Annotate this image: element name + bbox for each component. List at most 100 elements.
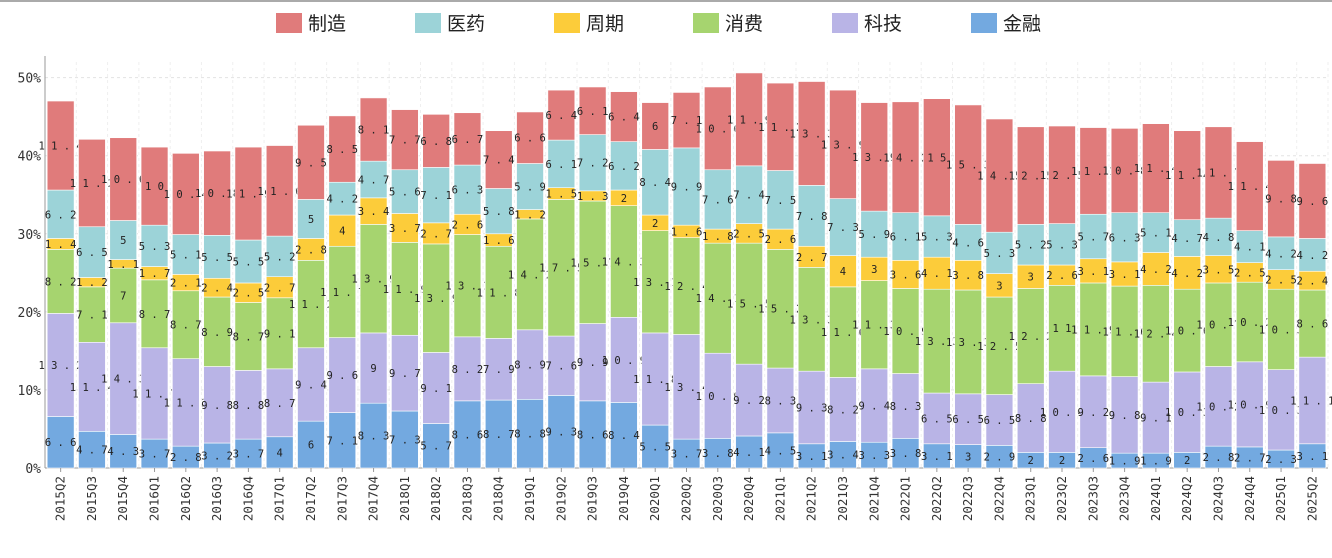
bar-segment (359, 197, 388, 225)
y-tick-label: 50% (18, 72, 42, 87)
data-label: 1 1 . 3 (852, 320, 896, 332)
data-label: 3 (1028, 272, 1034, 284)
bar-segment (923, 215, 951, 258)
data-label: 2 . 5 (1265, 274, 1297, 286)
bar-segment (516, 218, 544, 331)
data-label: 1 0 . 4 (164, 189, 208, 201)
data-label: 3 . 1 (1109, 269, 1141, 281)
bar-segment (1204, 126, 1233, 219)
data-label: 5 . 9 (514, 182, 546, 194)
data-label: 4 . 2 (1140, 264, 1172, 276)
bar-segment (1173, 256, 1201, 290)
data-label: 9 . 1 (1140, 413, 1172, 425)
y-tick-label: 30% (18, 228, 42, 243)
data-label: 3 . 2 (201, 451, 233, 463)
bar-segment (641, 102, 669, 150)
bar-segment (1267, 160, 1295, 238)
data-label: 1 3 . 9 (821, 139, 865, 151)
bar-segment (1079, 282, 1108, 377)
bar-segment (1142, 123, 1170, 213)
data-label: 7 . 4 (483, 155, 515, 167)
x-tick-label: 2017Q1 (272, 476, 287, 521)
bar-segment (578, 323, 607, 402)
data-label: 6 . 1 (890, 232, 922, 244)
data-label: 1 1 . 1 (1071, 166, 1115, 178)
data-label: 1 5 . 7 (570, 257, 614, 269)
x-tick-label: 2021Q2 (804, 476, 819, 521)
data-label: 1 5 (927, 152, 946, 164)
data-label: 2 (1028, 455, 1034, 467)
x-tick-label: 2022Q4 (991, 476, 1006, 521)
data-label: 6 . 5 (921, 413, 953, 425)
data-label: 4 . 1 (1234, 242, 1266, 254)
bar-segment (1110, 212, 1139, 263)
data-label: 4 . 2 (1297, 250, 1329, 262)
data-label: 6 . 8 (420, 136, 452, 148)
bar-segment (297, 260, 325, 349)
data-label: 1 0 . 2 (1196, 401, 1240, 413)
data-label: 4 . 8 (1203, 232, 1235, 244)
bar-segment (1173, 288, 1201, 373)
bar-segment (1298, 238, 1327, 272)
bar-segment (985, 296, 1014, 395)
data-label: 1 . 5 (546, 189, 578, 201)
bar-segment (359, 97, 388, 162)
data-label: 3 (871, 264, 877, 276)
data-label: 1 3 . 9 (414, 293, 458, 305)
data-label: 8 . 3 (358, 431, 390, 443)
bar-segment (1048, 370, 1076, 453)
data-label: 4 . 7 (1171, 233, 1203, 245)
data-label: 6 . 5 (76, 247, 108, 259)
data-label: 9 . 3 (546, 427, 578, 439)
bar-segment (923, 98, 951, 217)
data-label: 8 . 6 (452, 429, 484, 441)
x-tick-label: 2019Q1 (522, 476, 537, 521)
data-label: 1 1 . 9 (1071, 324, 1115, 336)
bar-segment (1079, 375, 1108, 449)
y-tick-label: 10% (18, 384, 42, 399)
data-label: 2 . 4 (201, 283, 233, 295)
data-label: 1 . 7 (139, 268, 171, 280)
bar-segment (1079, 127, 1108, 215)
data-label: 3 (996, 280, 1002, 292)
x-tick-label: 2015Q4 (115, 476, 130, 521)
x-tick-label: 2024Q1 (1148, 476, 1163, 521)
data-label: 4 . 7 (358, 175, 390, 187)
data-label: 5 . 7 (420, 441, 452, 453)
data-label: 8 . 7 (483, 429, 515, 441)
data-label: 1 0 . 8 (195, 188, 239, 200)
data-label: 2 . 7 (1234, 452, 1266, 464)
bar-segment (453, 400, 482, 469)
bar-segment (516, 329, 544, 400)
bar-segment (1048, 223, 1076, 266)
bar-segment (547, 395, 576, 469)
bar-segment (453, 164, 482, 215)
bar-segment (140, 146, 169, 226)
data-label: 1 . 4 (45, 239, 77, 251)
data-label: 1 . 9 (1109, 456, 1141, 468)
data-label: 5 . 3 (139, 241, 171, 253)
x-tick-label: 2022Q3 (960, 476, 975, 521)
bar-segment (234, 302, 263, 371)
data-label: 2 . 5 (233, 288, 265, 300)
data-label: 3 . 8 (702, 448, 734, 460)
bar-segment (704, 86, 732, 171)
data-label: 9 . 7 (389, 368, 421, 380)
x-tick-label: 2020Q2 (679, 476, 694, 521)
data-label: 1 0 . 6 (1165, 326, 1209, 338)
bar-segment (829, 377, 857, 442)
bar-segment (829, 89, 857, 199)
data-label: 5 . 3 (1046, 239, 1078, 251)
bar-segment (1298, 289, 1327, 358)
x-tick-label: 2018Q4 (491, 476, 506, 521)
bar-segment (1142, 252, 1170, 286)
data-label: 1 5 . 3 (946, 160, 990, 172)
data-label: 3 . 7 (139, 449, 171, 461)
bar-segment (891, 288, 920, 374)
data-label: 1 1 . 2 (289, 299, 333, 311)
data-label: 1 3 . 2 (39, 360, 83, 372)
bar-segment (891, 212, 920, 261)
bar-segment (923, 288, 951, 394)
bar-segment (1173, 219, 1201, 257)
